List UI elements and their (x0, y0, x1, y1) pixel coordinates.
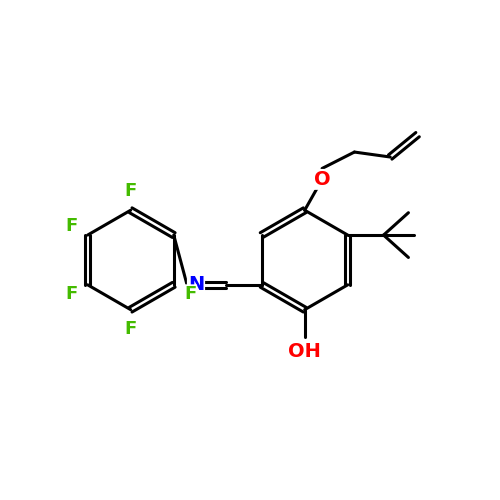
Text: F: F (124, 182, 137, 200)
Text: OH: OH (288, 342, 321, 361)
Text: O: O (314, 170, 330, 189)
Text: F: F (65, 286, 78, 304)
Text: F: F (124, 320, 137, 338)
Text: F: F (184, 286, 196, 304)
Text: N: N (188, 276, 204, 294)
Text: F: F (65, 216, 78, 234)
